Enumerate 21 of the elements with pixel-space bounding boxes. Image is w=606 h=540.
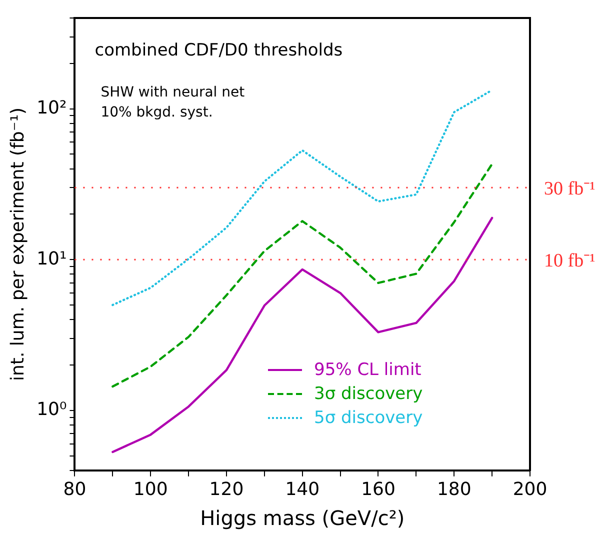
y-tick-label: 10¹ bbox=[36, 248, 67, 270]
x-tick-label: 140 bbox=[285, 478, 320, 500]
x-axis-title: Higgs mass (GeV/c²) bbox=[200, 506, 405, 530]
legend-label: 3σ discovery bbox=[314, 383, 423, 406]
x-tick-label: 160 bbox=[361, 478, 396, 500]
ref-line-label: 10 fb⁻¹ bbox=[544, 250, 596, 272]
x-tick-label: 100 bbox=[133, 478, 168, 500]
annotation: SHW with neural net bbox=[100, 84, 246, 101]
x-tick-label: 200 bbox=[512, 478, 548, 500]
legend-label: 95% CL limit bbox=[314, 359, 422, 382]
ref-line-label: 30 fb⁻¹ bbox=[544, 178, 596, 200]
y-tick-label: 10⁰ bbox=[36, 399, 67, 420]
annotation: combined CDF/D0 thresholds bbox=[94, 40, 343, 60]
legend-label: 5σ discovery bbox=[314, 407, 423, 430]
line-series bbox=[112, 162, 494, 388]
y-axis-title: int. lum. per experiment (fb⁻¹) bbox=[7, 107, 28, 381]
annotation: 10% bkgd. syst. bbox=[100, 104, 213, 121]
x-tick-label: 80 bbox=[63, 478, 86, 500]
y-tick-label: 10² bbox=[36, 97, 67, 118]
x-tick-label: 120 bbox=[209, 478, 244, 500]
x-tick-label: 180 bbox=[436, 478, 472, 500]
